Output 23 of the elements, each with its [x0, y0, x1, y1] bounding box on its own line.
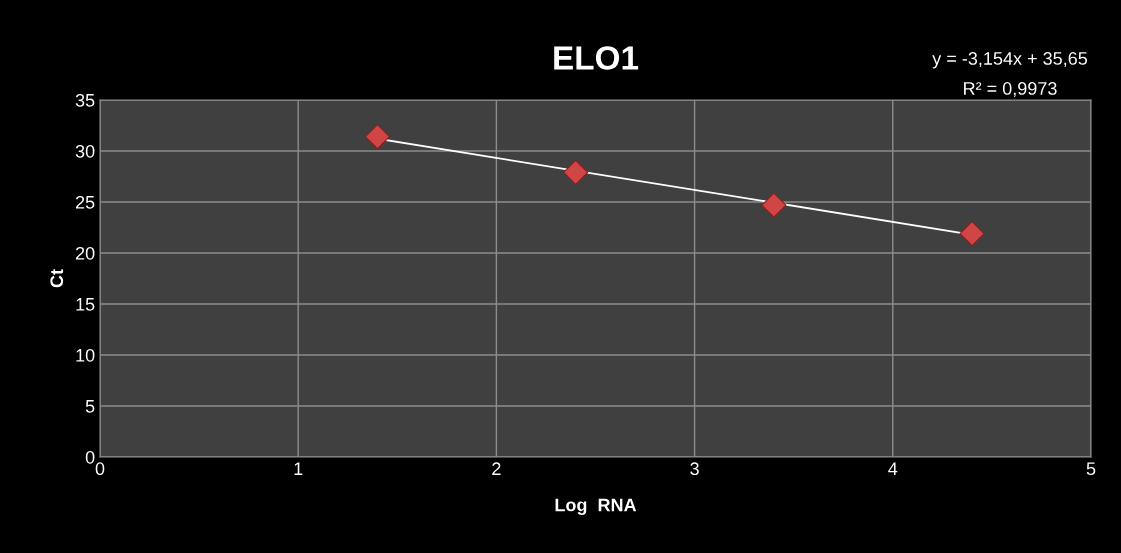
- x-axis-title: Log RNA: [555, 498, 637, 515]
- y-tick-label: 15: [76, 298, 95, 311]
- x-tick-label: 0: [95, 462, 105, 476]
- x-tick-label: 3: [690, 462, 699, 476]
- point: [563, 159, 589, 186]
- text: R² = 0,9973: [964, 82, 1057, 97]
- y-tick-label: 20: [75, 246, 95, 260]
- text: y = -3,154x + 35,65: [932, 52, 1088, 69]
- y-tick-label: 25: [75, 195, 95, 209]
- y-tick-label: 5: [85, 400, 95, 413]
- point: [959, 221, 985, 247]
- chart-title: ELO1: [554, 46, 639, 70]
- x-tick-label: 5: [1086, 462, 1096, 476]
- x-tick-label: 2: [492, 462, 501, 475]
- y-axis-title: Ct: [50, 269, 64, 288]
- point: [364, 124, 391, 150]
- x-tick-label: 4: [888, 462, 898, 475]
- y-tick-label: 30: [75, 144, 95, 158]
- point: [761, 192, 787, 218]
- y-tick-label: 35: [75, 93, 95, 107]
- y-tick-label: 10: [76, 348, 95, 362]
- x-tick-label: 1: [294, 462, 303, 475]
- y-tick-label: 0: [85, 450, 95, 464]
